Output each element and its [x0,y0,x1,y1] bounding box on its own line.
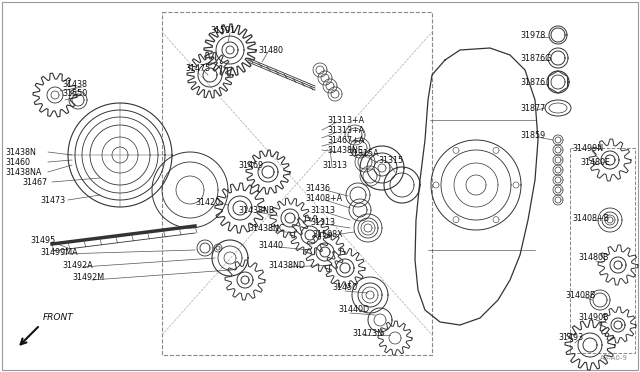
Text: 31440: 31440 [258,241,283,250]
Text: 31313: 31313 [310,218,335,227]
Text: 31877: 31877 [520,103,545,112]
Text: 31978: 31978 [520,31,545,39]
Text: 31467: 31467 [22,177,47,186]
Text: 31438N: 31438N [5,148,36,157]
Text: 31473N: 31473N [352,328,383,337]
Text: 31460: 31460 [5,157,30,167]
Text: 31408+A: 31408+A [305,193,342,202]
Text: A3-A0-9: A3-A0-9 [600,355,628,361]
Text: 31475: 31475 [185,64,211,73]
Text: 31492A: 31492A [62,260,93,269]
Text: 31469: 31469 [238,160,263,170]
Text: 31480E: 31480E [580,157,610,167]
Text: 31490B: 31490B [578,314,609,323]
Text: FRONT: FRONT [43,314,74,323]
Text: 31438: 31438 [62,80,87,89]
Text: 31499MA: 31499MA [40,247,77,257]
Text: 31480B: 31480B [578,253,609,263]
Text: 31313: 31313 [310,205,335,215]
Text: 31438ND: 31438ND [268,260,305,269]
Text: 31440D: 31440D [338,305,369,314]
Text: 31859: 31859 [520,131,545,140]
Text: 31492M: 31492M [72,273,104,282]
Text: 31438NA: 31438NA [5,167,42,176]
Text: 31480: 31480 [258,45,283,55]
Text: 31408B: 31408B [565,291,595,299]
Text: 31436: 31436 [305,183,330,192]
Text: 31408+B: 31408+B [572,214,609,222]
Text: 31473: 31473 [40,196,65,205]
Text: 31876G: 31876G [520,54,552,62]
Text: 31438NB: 31438NB [238,205,275,215]
Text: 31467+A: 31467+A [327,135,364,144]
Text: 31313+A: 31313+A [327,115,364,125]
Text: 31315A: 31315A [348,148,379,157]
Bar [162,12,432,355]
Text: 31493: 31493 [558,334,583,343]
Text: 31876: 31876 [520,77,545,87]
Text: 31499N: 31499N [572,144,603,153]
Text: 31508X: 31508X [312,230,342,238]
Text: 31438NC: 31438NC [248,224,285,232]
Text: 31438NE: 31438NE [327,145,363,154]
Text: 31313+A: 31313+A [327,125,364,135]
Text: 31591: 31591 [210,26,236,35]
Text: 31550: 31550 [62,89,87,97]
Bar [570,148,635,353]
Text: 31313: 31313 [322,160,347,170]
Text: 31450: 31450 [332,283,357,292]
Text: 31420: 31420 [195,198,220,206]
Text: 31495: 31495 [30,235,55,244]
Text: 31315: 31315 [378,155,403,164]
